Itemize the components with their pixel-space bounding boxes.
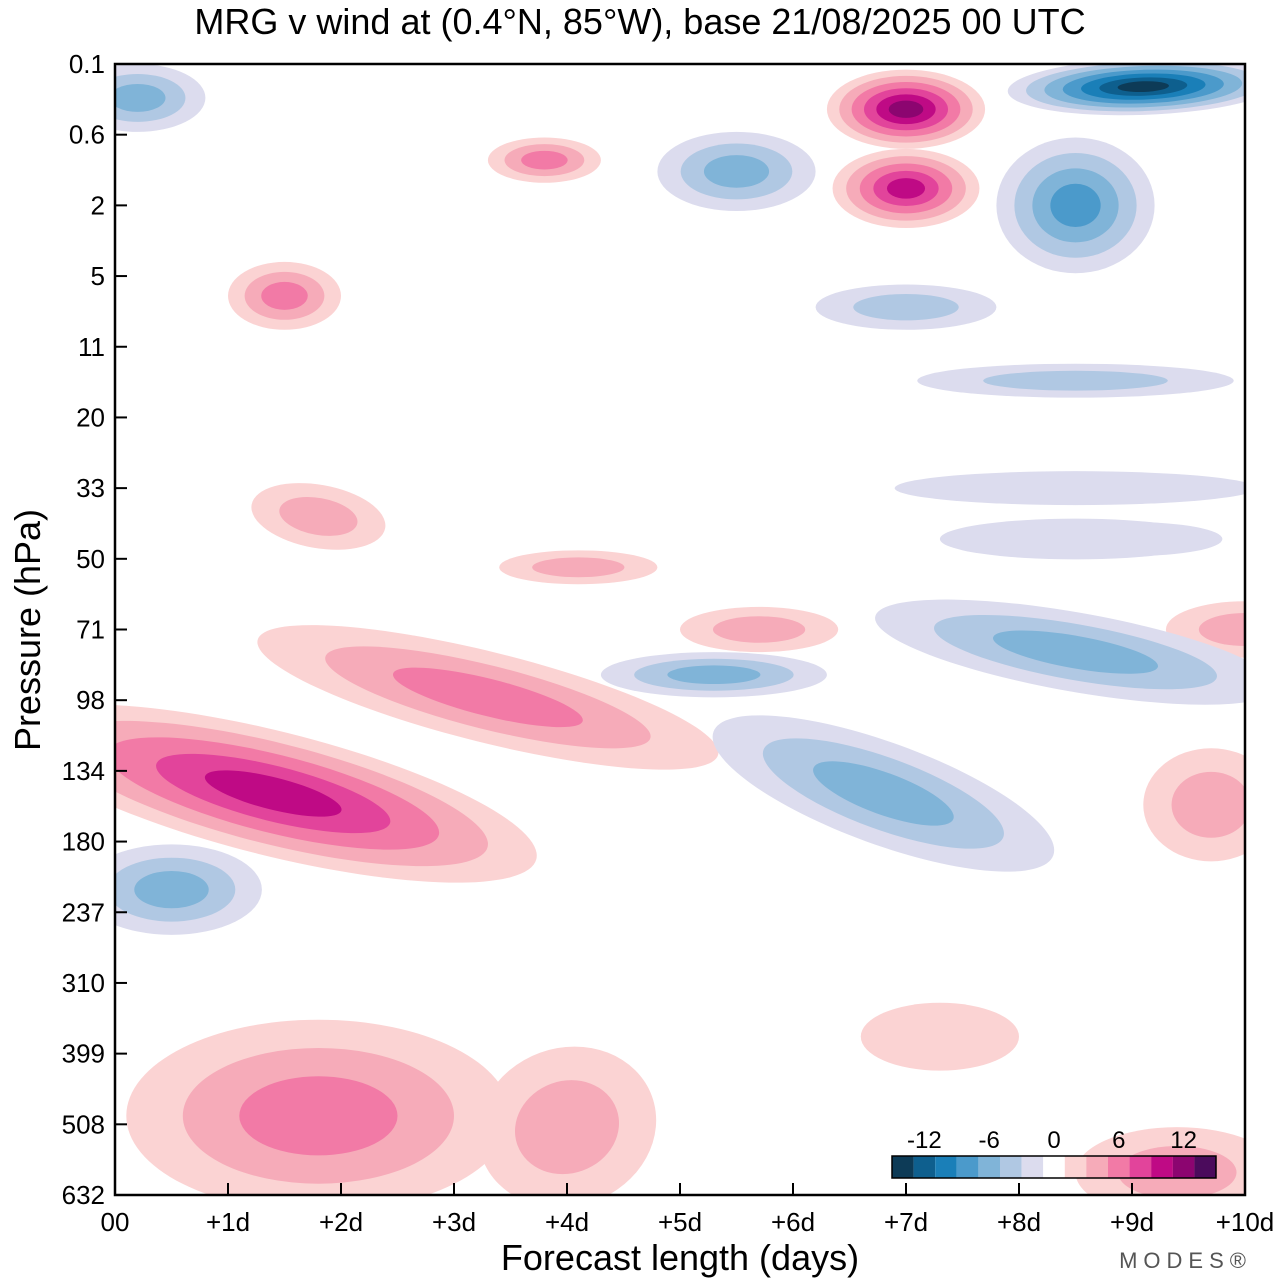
positive-contour: [279, 496, 358, 536]
y-tick-label: 399: [62, 1039, 105, 1069]
colorbar-swatch: [1194, 1156, 1216, 1178]
colorbar-swatch: [1043, 1156, 1065, 1178]
negative-contour: [983, 370, 1168, 391]
colorbar-swatch: [956, 1156, 979, 1178]
positive-contour: [514, 1080, 620, 1175]
y-tick-label: 134: [62, 756, 105, 786]
y-tick-label: 5: [91, 261, 105, 291]
negative-contour: [703, 155, 770, 188]
negative-contour: [853, 293, 959, 321]
colorbar-swatch: [892, 1156, 914, 1178]
colorbar-label: 6: [1112, 1127, 1125, 1154]
colorbar: -12 -6 0 6 12: [891, 1127, 1217, 1179]
colorbar-label: 0: [1047, 1127, 1060, 1154]
colorbar-swatch: [1000, 1156, 1022, 1178]
colorbar-swatch: [1172, 1156, 1195, 1178]
colorbar-swatch: [1129, 1156, 1152, 1178]
x-tick-label: +1d: [206, 1207, 250, 1237]
x-tick-label: +7d: [884, 1207, 928, 1237]
positive-contour: [1198, 613, 1245, 646]
negative-contour: [134, 871, 209, 909]
chart-title: MRG v wind at (0.4°N, 85°W), base 21/08/…: [194, 1, 1086, 42]
colorbar-swatch: [935, 1156, 957, 1178]
y-tick-label: 237: [62, 897, 105, 927]
positive-contour: [521, 150, 568, 170]
x-axis: 00 +1d +2d +3d +4d +5d +6d +7d +8d +9d +10d: [101, 1183, 1275, 1237]
negative-contour: [813, 761, 954, 826]
negative-contour: [992, 630, 1159, 674]
x-tick-label: +9d: [1110, 1207, 1154, 1237]
positive-contour: [239, 1076, 398, 1156]
positive-contour: [860, 1002, 1020, 1071]
positive-contour: [1171, 771, 1245, 838]
y-tick-label: 508: [62, 1109, 105, 1139]
positive-contour: [392, 667, 583, 728]
y-tick-label: 98: [76, 685, 105, 715]
colorbar-label: -6: [979, 1127, 1000, 1154]
colorbar-label: -12: [907, 1127, 942, 1154]
y-tick-label: 20: [76, 402, 105, 432]
y-tick-label: 50: [76, 544, 105, 574]
colorbar-label: 12: [1170, 1127, 1197, 1154]
colorbar-swatch: [1151, 1156, 1173, 1178]
y-tick-label: 632: [62, 1180, 105, 1210]
x-axis-label: Forecast length (days): [500, 1237, 860, 1278]
negative-contour: [667, 665, 761, 685]
colorbar-swatch: [1086, 1156, 1108, 1178]
x-tick-label: +8d: [997, 1207, 1041, 1237]
positive-contour: [261, 281, 308, 310]
negative-contour: [115, 83, 166, 112]
negative-contour: [1117, 81, 1169, 93]
negative-contour: [1041, 522, 1223, 556]
negative-contour: [1050, 183, 1101, 227]
y-axis: 0.1 0.6 2 5 11 20 33 50 71 98 134 180 237 310 399 508 63…: [62, 49, 127, 1210]
colorbar-swatch: [1108, 1156, 1130, 1178]
y-tick-label: 180: [62, 827, 105, 857]
y-tick-label: 0.6: [69, 120, 105, 150]
positive-contour: [886, 178, 926, 199]
positive-contour: [204, 770, 342, 817]
colorbar-swatch: [913, 1156, 936, 1178]
negative-contour: [894, 471, 1245, 506]
colorbar-swatch: [1021, 1156, 1044, 1178]
y-tick-label: 33: [76, 473, 105, 503]
modes-watermark: MODES®: [1119, 1248, 1252, 1273]
contour-field: [115, 64, 1245, 1195]
x-tick-label: +2d: [319, 1207, 363, 1237]
y-tick-label: 11: [78, 332, 105, 362]
y-axis-label: Pressure (hPa): [7, 508, 48, 752]
colorbar-frame: [891, 1155, 1217, 1179]
y-tick-label: 310: [62, 968, 105, 998]
x-tick-label: 00: [101, 1207, 130, 1237]
positive-contour: [888, 100, 924, 118]
positive-contour: [532, 557, 625, 578]
colorbar-swatch: [978, 1156, 1000, 1178]
y-tick-label: 2: [91, 190, 105, 220]
colorbar-swatch: [1064, 1156, 1087, 1178]
positive-contour: [712, 616, 806, 643]
y-tick-label: 71: [76, 615, 105, 645]
x-tick-label: +3d: [432, 1207, 476, 1237]
x-tick-label: +4d: [545, 1207, 589, 1237]
x-tick-label: +10d: [1216, 1207, 1275, 1237]
x-tick-label: +5d: [658, 1207, 702, 1237]
y-tick-label: 0.1: [69, 49, 105, 79]
x-tick-label: +6d: [771, 1207, 815, 1237]
